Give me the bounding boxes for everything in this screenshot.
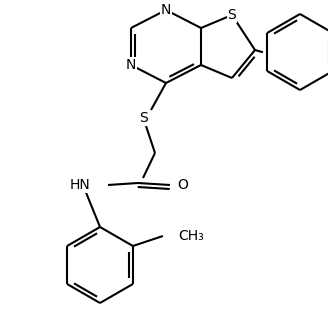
Text: HN: HN — [69, 178, 90, 192]
Text: O: O — [177, 178, 189, 192]
Text: CH₃: CH₃ — [178, 229, 204, 243]
Text: N: N — [126, 58, 136, 72]
Text: S: S — [139, 111, 147, 125]
Text: N: N — [161, 3, 171, 17]
Text: S: S — [228, 8, 236, 22]
